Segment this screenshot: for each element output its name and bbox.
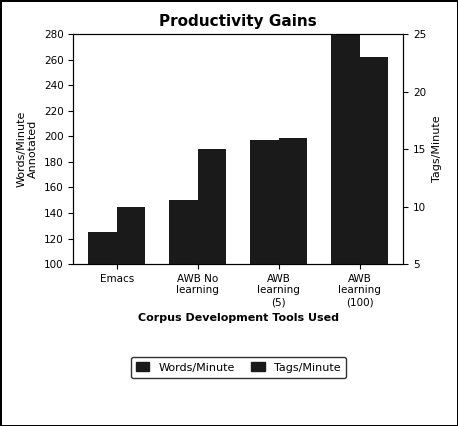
Bar xyxy=(251,140,278,392)
Y-axis label: Words/Minute
Annotated: Words/Minute Annotated xyxy=(16,111,38,187)
Title: Productivity Gains: Productivity Gains xyxy=(159,14,317,29)
Bar xyxy=(117,207,145,322)
Bar xyxy=(331,30,360,392)
X-axis label: Corpus Development Tools Used: Corpus Development Tools Used xyxy=(138,313,338,322)
Y-axis label: Tags/Minute: Tags/Minute xyxy=(431,116,442,182)
Legend: Words/Minute, Tags/Minute: Words/Minute, Tags/Minute xyxy=(131,357,346,378)
Bar xyxy=(88,232,117,392)
Bar xyxy=(278,138,307,322)
Bar xyxy=(169,200,198,392)
Bar xyxy=(198,149,226,322)
Bar xyxy=(360,57,388,322)
